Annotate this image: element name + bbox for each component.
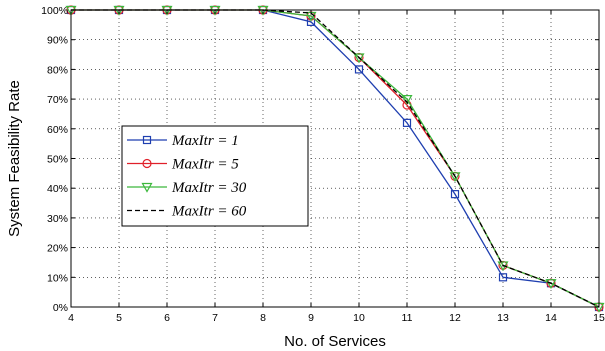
- x-tick-label: 11: [402, 312, 413, 324]
- y-tick-label: 40%: [47, 183, 68, 195]
- data-point-triangle: [353, 53, 365, 64]
- legend-label: MaxItr = 1: [171, 133, 239, 149]
- x-tick-label: 4: [68, 312, 74, 324]
- y-tick-label: 20%: [47, 243, 68, 255]
- x-tick-label: 5: [116, 312, 122, 324]
- legend-label: MaxItr = 5: [171, 157, 239, 173]
- data-point-circle: [142, 158, 152, 169]
- data-point-square: [450, 190, 460, 199]
- data-point-triangle: [141, 182, 153, 193]
- legend-label: MaxItr = 30: [171, 180, 247, 196]
- y-tick-label: 10%: [47, 272, 68, 284]
- y-tick-label: 100%: [41, 5, 68, 17]
- x-tick-label: 6: [164, 312, 170, 324]
- y-tick-label: 50%: [47, 154, 68, 166]
- data-point-square: [354, 65, 364, 74]
- data-point-square: [498, 273, 508, 282]
- x-tick-label: 15: [593, 312, 605, 324]
- x-axis-title: No. of Services: [284, 333, 386, 350]
- x-tick-label: 14: [545, 312, 557, 324]
- x-tick-label: 10: [353, 312, 365, 324]
- x-tick-label: 12: [449, 312, 461, 324]
- x-tick-label: 7: [212, 312, 218, 324]
- tick-labels: 4 5 6 7 8 9 10 11 12 13 14 15 0% 10% 20% 30% 40% 50% 60% 70…: [41, 5, 605, 324]
- data-point-square: [142, 135, 152, 145]
- y-tick-label: 70%: [47, 94, 68, 106]
- x-tick-label: 9: [308, 312, 314, 324]
- y-axis-title: System Feasibility Rate: [6, 80, 23, 237]
- y-tick-label: 80%: [47, 64, 68, 76]
- legend-item: MaxItr = 60: [127, 204, 247, 220]
- data-point-triangle: [545, 279, 557, 289]
- legend-item: MaxItr = 5: [127, 157, 239, 173]
- legend-item: MaxItr = 30: [127, 180, 247, 196]
- tick-marks: [70, 9, 600, 308]
- data-point-square: [402, 118, 412, 127]
- legend-label: MaxItr = 60: [171, 204, 247, 220]
- y-tick-label: 30%: [47, 213, 68, 225]
- legend-item: MaxItr = 1: [127, 133, 239, 149]
- data-point-triangle: [401, 94, 413, 105]
- data-point-square: [306, 17, 316, 26]
- y-tick-label: 90%: [47, 35, 68, 47]
- x-tick-label: 8: [260, 312, 266, 324]
- legend-box: [121, 125, 309, 227]
- y-tick-label: 0%: [53, 302, 68, 314]
- x-tick-label: 13: [497, 312, 509, 324]
- legend: MaxItr = 1 MaxItr = 5 MaxItr = 30 MaxItr = …: [121, 125, 309, 227]
- y-tick-label: 60%: [47, 124, 68, 136]
- data-point-triangle: [449, 172, 461, 183]
